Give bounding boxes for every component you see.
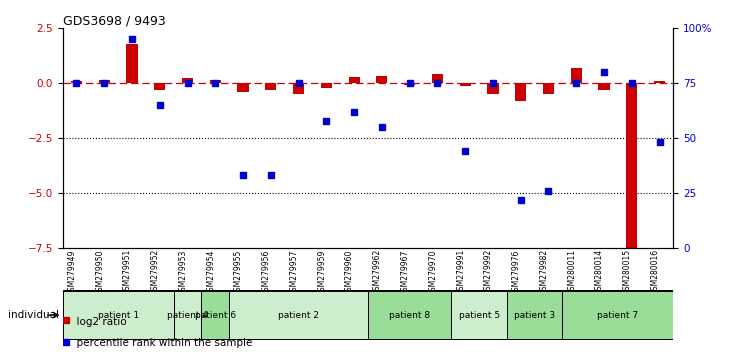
Text: GSM279950: GSM279950 bbox=[95, 249, 105, 296]
Text: GSM279956: GSM279956 bbox=[262, 249, 271, 296]
Bar bbox=[155, 83, 166, 90]
Text: GSM279952: GSM279952 bbox=[151, 249, 160, 296]
Text: GSM279957: GSM279957 bbox=[289, 249, 299, 296]
FancyBboxPatch shape bbox=[451, 291, 507, 339]
FancyBboxPatch shape bbox=[63, 290, 673, 340]
Text: patient 3: patient 3 bbox=[514, 310, 555, 320]
Bar bbox=[460, 83, 471, 86]
FancyBboxPatch shape bbox=[63, 291, 174, 339]
Text: GSM279955: GSM279955 bbox=[234, 249, 243, 296]
Text: patient 1: patient 1 bbox=[98, 310, 138, 320]
Bar bbox=[238, 83, 249, 92]
Text: patient 6: patient 6 bbox=[195, 310, 236, 320]
Text: GSM279976: GSM279976 bbox=[512, 249, 521, 296]
Text: GSM280015: GSM280015 bbox=[623, 249, 631, 295]
Text: GSM279962: GSM279962 bbox=[373, 249, 382, 296]
Bar bbox=[321, 83, 332, 87]
Text: GSM279951: GSM279951 bbox=[123, 249, 132, 296]
Text: GSM280016: GSM280016 bbox=[651, 249, 659, 295]
Bar bbox=[376, 75, 387, 83]
FancyBboxPatch shape bbox=[562, 291, 673, 339]
Text: log2 ratio: log2 ratio bbox=[70, 317, 127, 327]
Bar bbox=[543, 83, 554, 94]
Text: GSM280014: GSM280014 bbox=[595, 249, 604, 295]
Text: GSM279954: GSM279954 bbox=[206, 249, 216, 296]
FancyBboxPatch shape bbox=[229, 291, 368, 339]
Bar bbox=[127, 44, 138, 83]
Bar bbox=[210, 80, 221, 83]
Text: GSM279967: GSM279967 bbox=[400, 249, 410, 296]
Text: GSM280011: GSM280011 bbox=[567, 249, 576, 295]
Bar bbox=[293, 83, 304, 94]
Text: percentile rank within the sample: percentile rank within the sample bbox=[70, 338, 252, 348]
Bar bbox=[349, 76, 360, 83]
Bar bbox=[598, 83, 609, 90]
Text: GSM279992: GSM279992 bbox=[484, 249, 493, 296]
Text: GSM279949: GSM279949 bbox=[68, 249, 77, 296]
Text: GDS3698 / 9493: GDS3698 / 9493 bbox=[63, 14, 166, 27]
Text: individual: individual bbox=[8, 310, 59, 320]
Text: patient 8: patient 8 bbox=[389, 310, 431, 320]
Text: GSM279991: GSM279991 bbox=[456, 249, 465, 296]
Text: patient 5: patient 5 bbox=[459, 310, 500, 320]
FancyBboxPatch shape bbox=[174, 291, 202, 339]
Bar bbox=[404, 83, 415, 85]
FancyBboxPatch shape bbox=[507, 291, 562, 339]
Bar bbox=[182, 78, 193, 83]
Bar bbox=[626, 83, 637, 248]
Bar bbox=[654, 81, 665, 83]
FancyBboxPatch shape bbox=[202, 291, 229, 339]
Text: GSM279953: GSM279953 bbox=[179, 249, 188, 296]
Text: GSM279959: GSM279959 bbox=[317, 249, 326, 296]
Bar bbox=[71, 81, 82, 83]
Text: GSM279960: GSM279960 bbox=[345, 249, 354, 296]
Text: patient 4: patient 4 bbox=[167, 310, 208, 320]
Text: patient 2: patient 2 bbox=[278, 310, 319, 320]
Bar bbox=[265, 83, 277, 90]
Bar bbox=[487, 83, 498, 94]
Bar bbox=[99, 80, 110, 83]
Bar bbox=[432, 74, 443, 83]
FancyBboxPatch shape bbox=[368, 291, 451, 339]
Text: patient 7: patient 7 bbox=[598, 310, 638, 320]
Text: GSM279982: GSM279982 bbox=[539, 249, 548, 295]
Text: GSM279970: GSM279970 bbox=[428, 249, 437, 296]
Bar bbox=[570, 68, 582, 83]
Bar bbox=[515, 83, 526, 101]
